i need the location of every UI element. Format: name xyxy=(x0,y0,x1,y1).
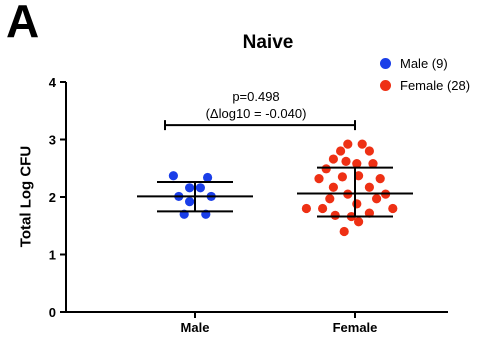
data-point xyxy=(203,172,213,183)
data-point xyxy=(372,194,382,204)
x-tick-label: Male xyxy=(181,320,210,335)
data-point xyxy=(195,183,205,193)
y-tick-label: 4 xyxy=(49,75,57,90)
data-point xyxy=(328,182,338,192)
legend-label-female: Female (28) xyxy=(400,77,471,93)
x-tick-label: Female xyxy=(333,320,378,335)
data-point xyxy=(318,203,328,214)
legend-label-male: Male (9) xyxy=(400,55,448,71)
data-point xyxy=(352,199,362,209)
data-point xyxy=(337,172,347,182)
legend: Male (9) Female (28) xyxy=(380,52,470,96)
data-point xyxy=(314,174,324,184)
panel-label: A xyxy=(6,0,40,47)
data-point xyxy=(325,194,335,204)
y-tick-label: 2 xyxy=(49,190,56,205)
data-point xyxy=(352,159,362,169)
data-point xyxy=(168,171,178,181)
data-point xyxy=(185,183,195,193)
data-point xyxy=(343,139,353,149)
data-point xyxy=(321,164,331,174)
legend-item-female: Female (28) xyxy=(380,74,470,96)
data-point xyxy=(336,146,346,156)
legend-item-male: Male (9) xyxy=(380,52,470,74)
data-point xyxy=(364,182,374,192)
data-point xyxy=(364,146,374,156)
data-point xyxy=(330,210,340,220)
legend-marker-male xyxy=(380,57,391,69)
data-point xyxy=(364,208,374,218)
delta-annotation: (Δlog10 = -0.040) xyxy=(205,106,307,121)
data-point xyxy=(357,139,367,149)
y-tick-label: 3 xyxy=(49,133,56,148)
legend-marker-female xyxy=(380,79,391,91)
data-point xyxy=(328,154,338,164)
data-point xyxy=(339,226,349,237)
p-value-annotation: p=0.498 xyxy=(232,89,280,104)
data-point xyxy=(354,171,364,181)
data-point xyxy=(341,156,351,166)
data-point xyxy=(375,174,385,184)
chart-title: Naive xyxy=(242,32,294,53)
data-point xyxy=(301,203,311,214)
data-point xyxy=(388,203,398,214)
y-tick-label: 0 xyxy=(49,305,56,320)
data-point xyxy=(368,159,378,169)
data-point xyxy=(185,197,195,207)
y-tick-label: 1 xyxy=(49,248,56,263)
data-point xyxy=(354,217,364,227)
